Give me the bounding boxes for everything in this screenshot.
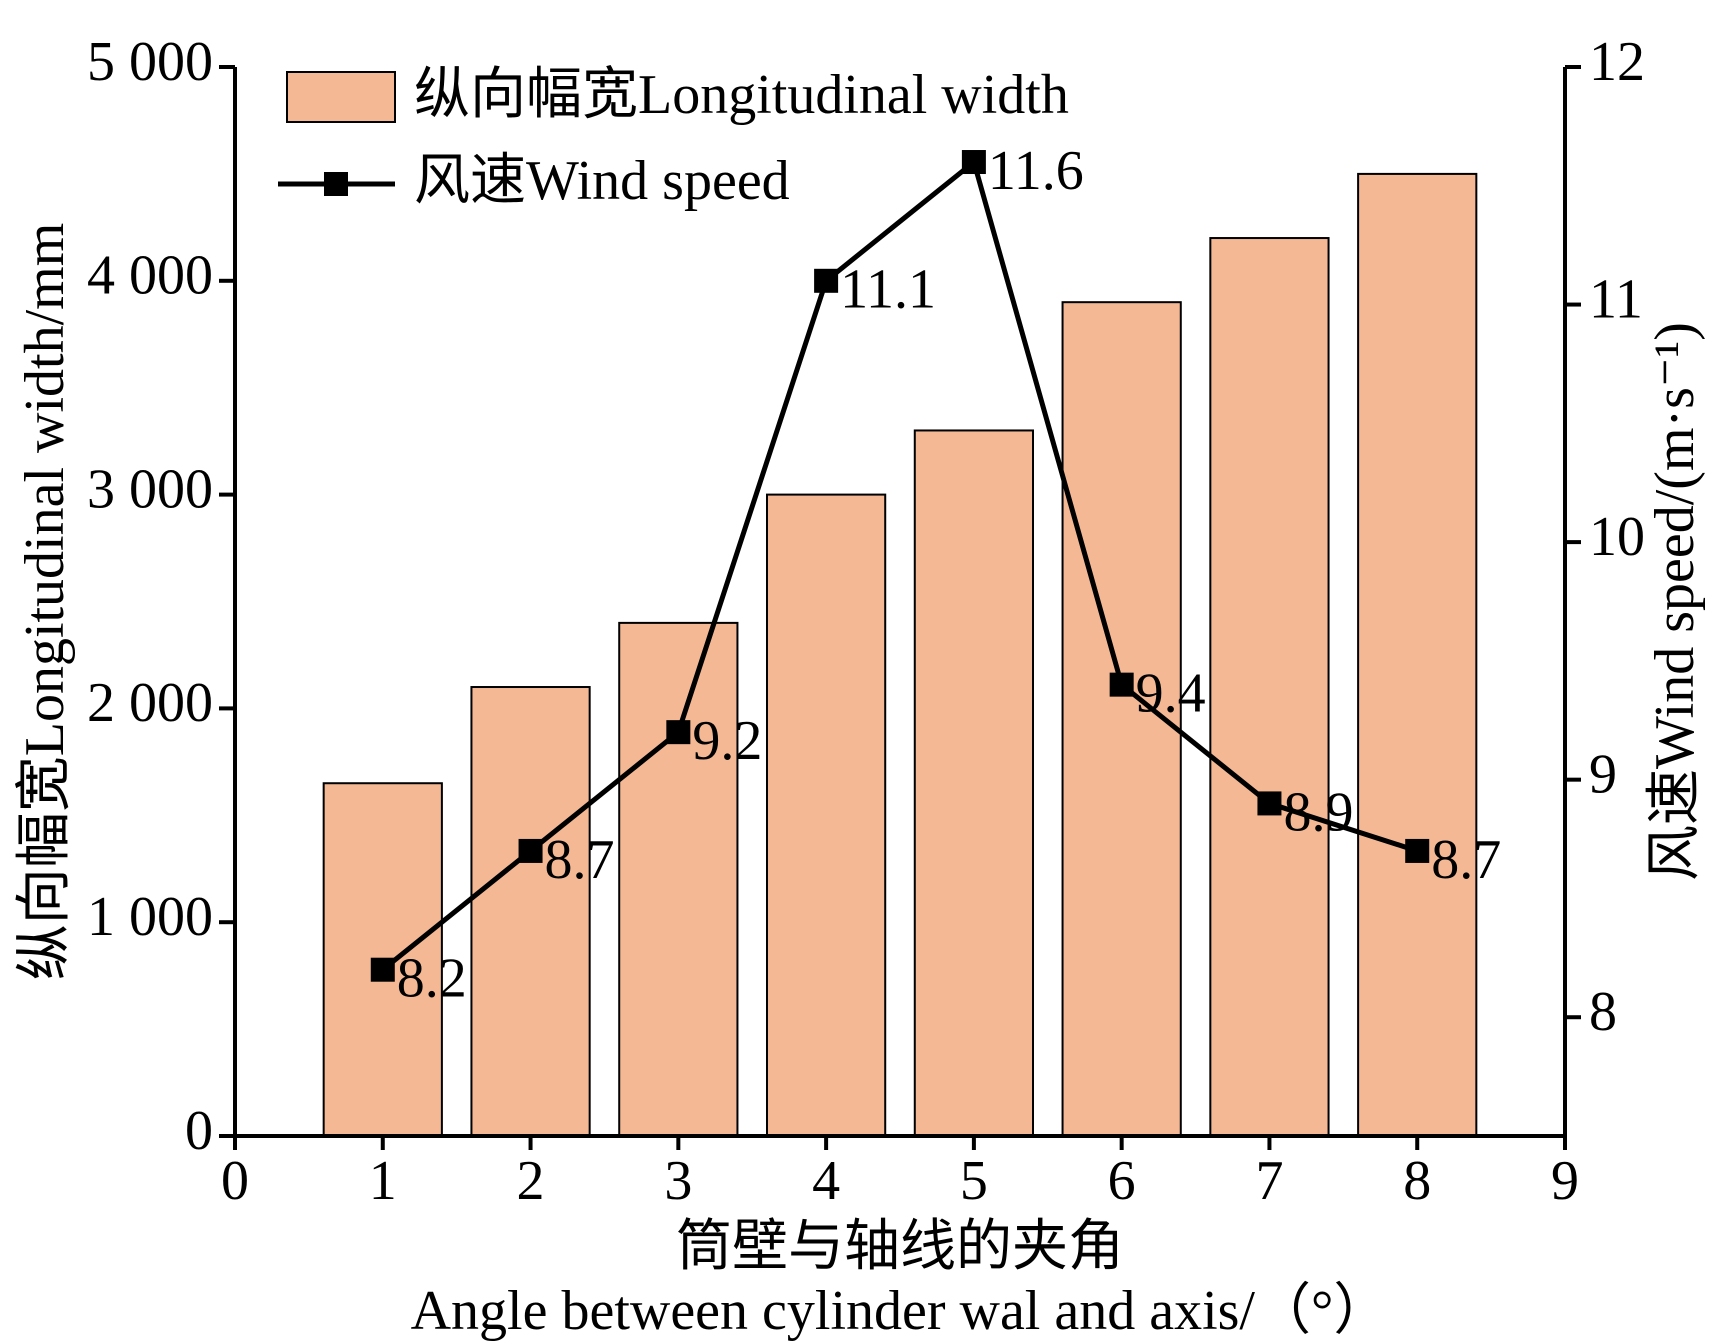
marker bbox=[961, 150, 986, 175]
marker bbox=[518, 838, 543, 863]
y-tick-label: 1 000 bbox=[87, 886, 213, 948]
y2-tick-label: 9 bbox=[1589, 744, 1617, 806]
y-tick-label: 0 bbox=[185, 1100, 213, 1162]
data-label: 11.1 bbox=[840, 259, 936, 321]
marker bbox=[1257, 791, 1282, 816]
y-axis-label: 纵向幅宽Longitudinal width/mm bbox=[14, 223, 76, 981]
x-axis-label: 筒壁与轴线的夹角 bbox=[676, 1216, 1124, 1278]
legend-label: 风速Wind speed bbox=[414, 150, 790, 212]
bar bbox=[913, 429, 1034, 1137]
x-tick-label: 0 bbox=[221, 1150, 249, 1212]
x-tick-label: 9 bbox=[1551, 1150, 1579, 1212]
legend-marker bbox=[324, 172, 348, 196]
y2-tick-label: 12 bbox=[1589, 31, 1645, 93]
x-tick-label: 4 bbox=[812, 1150, 840, 1212]
x-tick-label: 8 bbox=[1403, 1150, 1431, 1212]
x-tick-label: 2 bbox=[517, 1150, 545, 1212]
y2-tick-label: 11 bbox=[1589, 268, 1643, 330]
y2-tick-label: 8 bbox=[1589, 981, 1617, 1043]
bar bbox=[766, 493, 887, 1138]
marker bbox=[666, 720, 691, 745]
marker bbox=[1109, 672, 1134, 697]
x-tick-label: 6 bbox=[1108, 1150, 1136, 1212]
bar bbox=[1209, 237, 1330, 1138]
data-label: 8.2 bbox=[397, 948, 467, 1010]
y-tick-label: 3 000 bbox=[87, 458, 213, 520]
data-label: 8.7 bbox=[545, 829, 615, 891]
y-tick-label: 4 000 bbox=[87, 245, 213, 307]
data-label: 8.7 bbox=[1431, 829, 1501, 891]
data-label: 9.4 bbox=[1136, 662, 1206, 724]
legend-label: 纵向幅宽Longitudinal width bbox=[414, 64, 1069, 126]
data-label: 8.9 bbox=[1283, 781, 1353, 843]
x-tick-label: 3 bbox=[664, 1150, 692, 1212]
data-label: 9.2 bbox=[692, 710, 762, 772]
line bbox=[381, 157, 1418, 972]
x-tick-label: 1 bbox=[369, 1150, 397, 1212]
x-axis-label: Angle between cylinder wal and axis/（°） bbox=[411, 1280, 1390, 1342]
bar bbox=[1357, 172, 1478, 1137]
marker bbox=[1405, 838, 1430, 863]
legend-swatch bbox=[286, 71, 396, 123]
marker bbox=[814, 268, 839, 293]
x-tick-label: 7 bbox=[1255, 1150, 1283, 1212]
marker bbox=[370, 957, 395, 982]
y2-tick-label: 10 bbox=[1589, 506, 1645, 568]
x-tick-label: 5 bbox=[960, 1150, 988, 1212]
y-tick-label: 5 000 bbox=[87, 31, 213, 93]
y-tick-label: 2 000 bbox=[87, 672, 213, 734]
bar bbox=[470, 686, 591, 1138]
y2-axis-label: 风速Wind speed/(m·s⁻¹) bbox=[1644, 322, 1706, 881]
data-label: 11.6 bbox=[988, 140, 1084, 202]
bar bbox=[618, 621, 739, 1137]
